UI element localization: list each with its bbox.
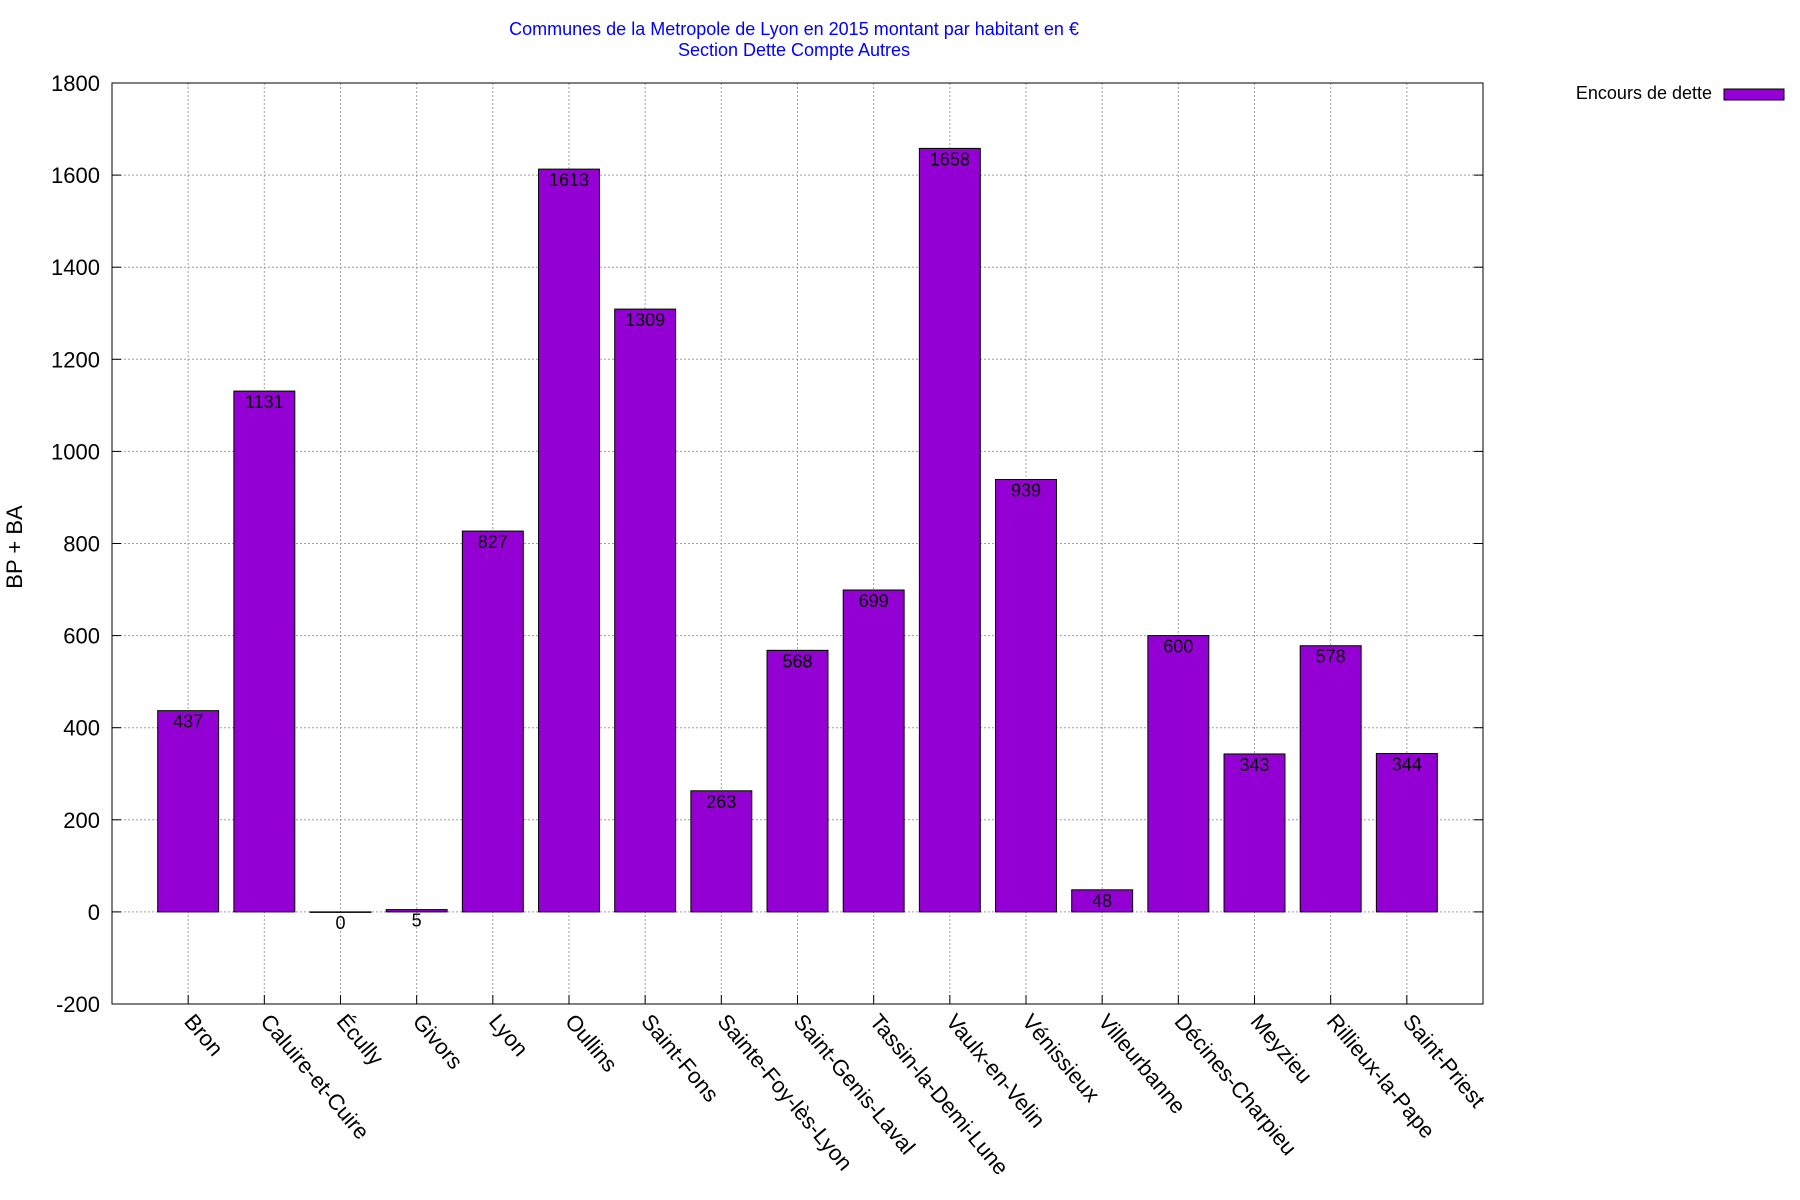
data-label: 343	[1239, 755, 1269, 775]
data-label: 1613	[549, 170, 589, 190]
data-label: 1309	[625, 310, 665, 330]
y-tick-label: 1000	[51, 439, 100, 464]
bar	[385, 909, 448, 913]
data-label: 939	[1011, 480, 1041, 500]
y-tick-label: 200	[63, 808, 100, 833]
data-label: 568	[782, 651, 812, 671]
x-tick-label: Sainte-Foy-lès-Lyon	[713, 1009, 858, 1175]
y-axis-label: BP + BA	[2, 505, 27, 589]
data-label: 827	[478, 532, 508, 552]
data-label: 1658	[930, 149, 970, 169]
x-tick-label: Lyon	[484, 1009, 533, 1061]
y-tick-label: -200	[56, 992, 100, 1017]
data-label: 0	[335, 913, 345, 933]
y-tick-label: 1800	[51, 71, 100, 96]
data-label: 699	[859, 591, 889, 611]
bar	[1299, 645, 1362, 913]
chart-title: Communes de la Metropole de Lyon en 2015…	[509, 19, 1079, 39]
bar	[614, 308, 677, 913]
x-tick-label: Givors	[408, 1009, 468, 1074]
legend-label: Encours de dette	[1576, 83, 1712, 103]
data-label: 437	[173, 712, 203, 732]
bar	[538, 168, 600, 913]
x-tick-label: Écully	[332, 1009, 389, 1070]
bar	[1071, 889, 1134, 913]
y-tick-label: 1400	[51, 255, 100, 280]
y-axis-ticks: -200 0 200 400 600 800 1000 1200 1400 1600 1800	[51, 71, 1483, 1017]
bar	[842, 589, 905, 913]
x-tick-label: Tassin-la-Demi-Lune	[865, 1009, 1014, 1180]
bar	[157, 710, 220, 913]
y-tick-label: 1200	[51, 347, 100, 372]
bar	[1375, 752, 1438, 913]
y-tick-label: 1600	[51, 163, 100, 188]
x-tick-label: Meyzieu	[1246, 1009, 1318, 1088]
legend: Encours de dette	[1576, 83, 1785, 103]
bar	[1223, 753, 1286, 913]
y-tick-label: 800	[63, 532, 100, 557]
bar	[995, 478, 1057, 913]
bars	[157, 147, 1438, 913]
data-label: 5	[412, 911, 422, 931]
legend-swatch	[1723, 88, 1785, 101]
bar	[233, 390, 296, 913]
bar	[309, 911, 372, 913]
data-label: 344	[1392, 754, 1422, 774]
plot-frame	[111, 82, 1484, 1005]
data-label: 600	[1163, 637, 1193, 657]
data-label: 48	[1092, 891, 1112, 911]
bar	[766, 649, 829, 913]
bar	[918, 147, 981, 913]
x-tick-label: Oullins	[560, 1009, 622, 1077]
y-tick-label: 600	[63, 624, 100, 649]
bar	[461, 530, 524, 913]
y-tick-label: 0	[88, 900, 100, 925]
data-labels: 437 1131 0 5 827 1613 1309 263 568 699 1658 939 48 60…	[173, 149, 1422, 933]
x-tick-label: Saint-Fons	[636, 1009, 724, 1107]
data-label: 263	[706, 792, 736, 812]
y-tick-label: 400	[63, 716, 100, 741]
bar	[690, 790, 753, 913]
data-label: 1131	[245, 392, 284, 412]
chart-subtitle: Section Dette Compte Autres	[678, 40, 910, 60]
bar	[1147, 635, 1210, 913]
x-tick-label: Bron	[179, 1009, 228, 1061]
data-label: 578	[1316, 647, 1346, 667]
